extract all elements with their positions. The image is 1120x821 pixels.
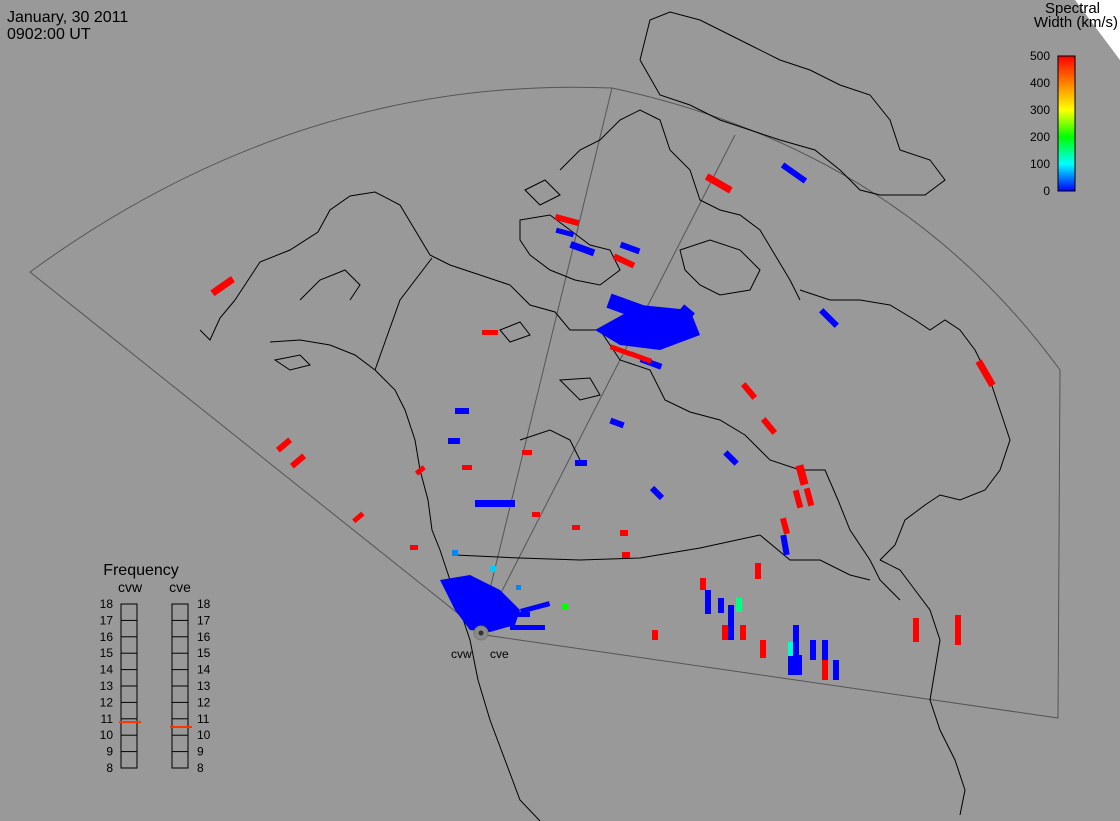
political-borders [374, 257, 871, 581]
frequency-tick-label-west: 9 [106, 745, 113, 759]
frequency-tick-label-west: 10 [100, 728, 114, 742]
frequency-tick-label-east: 17 [197, 613, 211, 627]
frequency-tick-label-east: 16 [197, 630, 211, 644]
field-of-view-boundary [29, 86, 1061, 719]
colorbar-tick-label: 300 [1030, 103, 1050, 117]
frequency-col-west: cvw [118, 579, 143, 595]
frequency-tick-label-east: 10 [197, 728, 211, 742]
frequency-panel: Frequency cvw cve 18 18 17 17 16 16 15 15 14 14 13… [100, 562, 211, 775]
frequency-tick-label-west: 15 [100, 646, 114, 660]
radar-label-east: cve [490, 647, 509, 661]
colorbar-swatch [1057, 55, 1076, 192]
frequency-tick-label-west: 12 [100, 695, 114, 709]
frequency-tick-label-east: 14 [197, 663, 211, 677]
frequency-tick-label-west: 17 [100, 613, 114, 627]
frequency-tick-label-east: 9 [197, 745, 204, 759]
radar-scatter-blue [440, 162, 839, 680]
coastlines [199, 11, 1011, 821]
radar-scatter-red [210, 173, 996, 680]
frequency-bar-cve [171, 603, 189, 769]
radar-scatter-low-width [452, 550, 793, 656]
colorbar-tick-label: 100 [1030, 157, 1050, 171]
frequency-tick-label-east: 15 [197, 646, 211, 660]
time-label: 0902:00 UT [7, 26, 91, 43]
colorbar-tick-label: 0 [1043, 184, 1050, 198]
radar-sites [473, 625, 489, 641]
frequency-title: Frequency [103, 562, 179, 579]
frequency-tick-label-west: 8 [106, 761, 113, 775]
colorbar-tick-label: 200 [1030, 130, 1050, 144]
frequency-tick-label-west: 13 [100, 679, 114, 693]
frequency-col-east: cve [169, 579, 191, 595]
frequency-bar-cvw [120, 603, 138, 769]
frequency-tick-label-east: 8 [197, 761, 204, 775]
frequency-tick-label-east: 11 [197, 712, 210, 726]
frequency-tick-label-east: 13 [197, 679, 211, 693]
colorbar-tick-label: 400 [1030, 76, 1050, 90]
frequency-tick-label-east: 12 [197, 695, 211, 709]
colorbar-title-line1: Spectral [1045, 0, 1100, 17]
frequency-tick-label-east: 18 [197, 597, 211, 611]
beam-edge-east [481, 134, 736, 631]
colorbar-tick-label: 500 [1030, 49, 1050, 63]
color-bar-legend: Spectral Width (km/s) 500 400 300 200 100 0 [1030, 0, 1118, 198]
frequency-tick-label-west: 16 [100, 630, 114, 644]
beam-edge-west [479, 87, 613, 631]
frequency-scale: 18 18 17 17 16 16 15 15 14 14 13 13 12 12 11 11 10 10 9 9 8 8 [100, 597, 211, 775]
date-label: January, 30 2011 [7, 9, 129, 26]
colorbar-ticks: 500 400 300 200 100 0 [1030, 49, 1050, 198]
radar-label-west: cvw [451, 647, 472, 661]
frequency-tick-label-west: 18 [100, 597, 114, 611]
corner-background [1075, 0, 1120, 60]
frequency-tick-label-west: 14 [100, 663, 114, 677]
frequency-tick-label-west: 11 [101, 712, 114, 726]
colorbar-title-line2: Width (km/s) [1034, 14, 1118, 31]
